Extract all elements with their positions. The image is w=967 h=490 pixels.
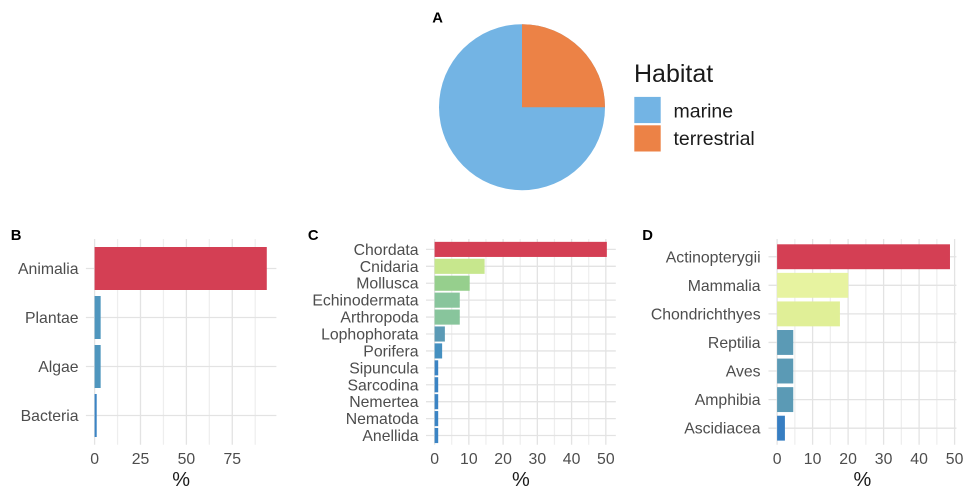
svg-text:Nematoda: Nematoda xyxy=(346,411,419,428)
svg-text:Amphibia: Amphibia xyxy=(695,392,761,409)
svg-text:0: 0 xyxy=(430,451,439,468)
svg-text:C: C xyxy=(308,228,319,244)
svg-text:Ascidiacea: Ascidiacea xyxy=(684,421,761,438)
svg-text:marine: marine xyxy=(674,100,734,122)
svg-text:25: 25 xyxy=(132,451,150,468)
svg-text:Sarcodina: Sarcodina xyxy=(347,377,418,394)
svg-text:75: 75 xyxy=(223,451,241,468)
svg-text:Echinodermata: Echinodermata xyxy=(312,293,418,310)
svg-text:20: 20 xyxy=(494,451,512,468)
svg-text:10: 10 xyxy=(804,451,822,468)
svg-text:Sipuncula: Sipuncula xyxy=(349,360,419,377)
svg-text:40: 40 xyxy=(563,451,581,468)
svg-text:B: B xyxy=(11,228,22,244)
svg-text:50: 50 xyxy=(178,451,196,468)
svg-text:20: 20 xyxy=(839,451,857,468)
svg-text:Chondrichthyes: Chondrichthyes xyxy=(651,306,761,323)
svg-text:50: 50 xyxy=(946,451,964,468)
svg-text:Plantae: Plantae xyxy=(25,310,79,327)
svg-text:A: A xyxy=(432,10,443,26)
svg-text:Animalia: Animalia xyxy=(18,261,79,278)
svg-text:Porifera: Porifera xyxy=(363,343,419,360)
svg-text:%: % xyxy=(172,469,190,490)
svg-text:50: 50 xyxy=(597,451,615,468)
svg-text:Mollusca: Mollusca xyxy=(356,276,419,293)
svg-text:Arthropoda: Arthropoda xyxy=(340,310,418,327)
svg-text:Algae: Algae xyxy=(38,359,79,376)
svg-text:10: 10 xyxy=(460,451,478,468)
svg-text:Aves: Aves xyxy=(726,364,761,381)
svg-text:Cnidaria: Cnidaria xyxy=(360,259,419,276)
svg-text:D: D xyxy=(642,228,653,244)
svg-text:Reptilia: Reptilia xyxy=(708,335,761,352)
svg-text:Lophophorata: Lophophorata xyxy=(321,327,419,344)
svg-text:40: 40 xyxy=(910,451,928,468)
svg-text:Mammalia: Mammalia xyxy=(688,278,761,295)
svg-text:0: 0 xyxy=(90,451,99,468)
svg-text:%: % xyxy=(512,469,530,490)
svg-text:Chordata: Chordata xyxy=(354,242,419,259)
svg-text:terrestrial: terrestrial xyxy=(674,128,755,150)
svg-text:%: % xyxy=(854,469,872,490)
svg-text:Habitat: Habitat xyxy=(634,60,713,88)
svg-text:Nemertea: Nemertea xyxy=(349,394,419,411)
svg-text:Anellida: Anellida xyxy=(362,428,418,445)
svg-text:30: 30 xyxy=(875,451,893,468)
svg-text:0: 0 xyxy=(773,451,782,468)
svg-text:Bacteria: Bacteria xyxy=(21,408,79,425)
svg-text:30: 30 xyxy=(529,451,547,468)
svg-text:Actinopterygii: Actinopterygii xyxy=(666,249,761,266)
